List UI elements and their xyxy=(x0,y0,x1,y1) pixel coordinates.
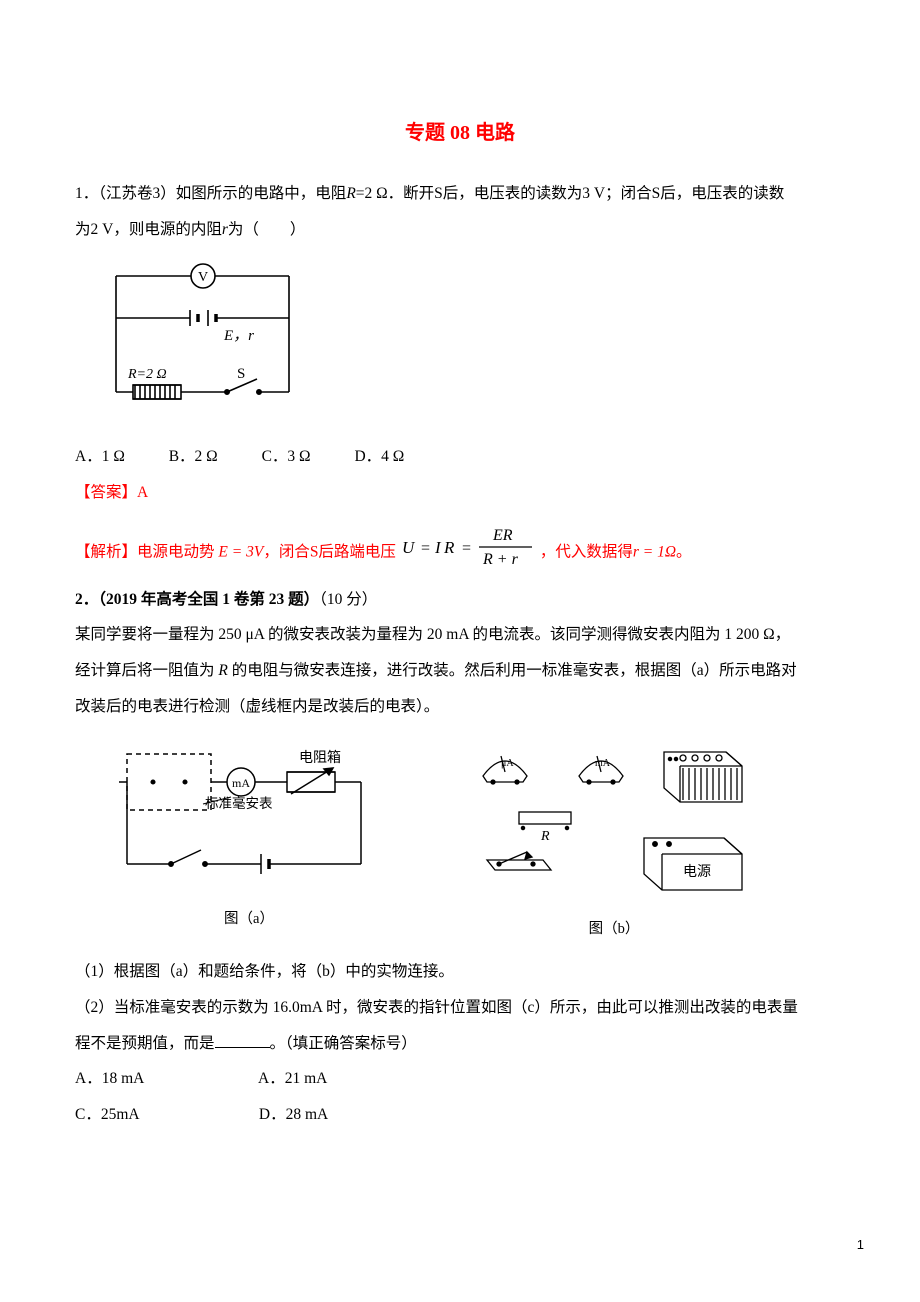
q1-answer: 【答案】A xyxy=(75,475,845,511)
sol-t4: 。 xyxy=(676,544,692,561)
q1-options: A．1 Ω B．2 Ω C．3 Ω D．4 Ω xyxy=(75,439,845,475)
switch-label: S xyxy=(237,366,245,382)
f-U: U xyxy=(402,538,416,557)
sol-E: E = 3V xyxy=(218,544,263,561)
q2-sub2b-line: 程不是预期值，而是 。（填正确答案标号） xyxy=(75,1026,845,1062)
q2-sub2a: （2）当标准毫安表的示数为 16.0mA 时，微安表的指针位置如图（c）所示，由… xyxy=(75,990,845,1026)
page-title: 专题 08 电路 xyxy=(75,110,845,156)
q2-opt-d: D．28 mA xyxy=(259,1106,328,1123)
q1-stem-line1: 1．（江苏卷3）如图所示的电路中，电阻R=2 Ω．断开S后，电压表的读数为3 V… xyxy=(75,176,845,212)
q1-ans-val: A xyxy=(137,484,148,501)
fig-a-mA: mA xyxy=(232,776,250,790)
q2-points: （10 分） xyxy=(319,591,377,608)
q1-ans-label: 【答案】 xyxy=(75,484,137,501)
q2-p2R: R xyxy=(218,662,231,679)
q1-stem-b: 为2 V，则电源的内阻 xyxy=(75,221,222,238)
fig-a-stdmeter-label: 标准毫安表 xyxy=(205,795,273,811)
q2-p2: 经计算后将一阻值为 R 的电阻与微安表连接，进行改装。然后利用一标准毫安表，根据… xyxy=(75,653,845,689)
f-eq1: = xyxy=(421,540,430,557)
q2-opt-b: A．21 mA xyxy=(258,1070,327,1087)
sol-label: 【解析】 xyxy=(75,544,137,561)
sol-t2: ，闭合S后路端电压 xyxy=(263,544,396,561)
blank-underline xyxy=(215,1034,270,1048)
fig-b-mA: mA xyxy=(595,758,611,769)
f-I: I xyxy=(434,538,442,557)
page-number: 1 xyxy=(857,1230,864,1260)
q2-opts-row2: C．25mA D．28 mA xyxy=(75,1097,845,1133)
q1-R-sym: R xyxy=(346,185,355,202)
q1-opt-b: B．2 Ω xyxy=(169,439,218,475)
fig-a-caption: 图（a） xyxy=(119,903,379,936)
q2-source: （2019 年高考全国 1 卷第 23 题） xyxy=(98,591,319,608)
fig-a-resbox-label: 电阻箱 xyxy=(299,750,341,766)
q2-opt-c: C．25mA xyxy=(75,1097,255,1133)
q1-stem-line2: 为2 V，则电源的内阻r为（ ） xyxy=(75,212,845,248)
fig-b-R: R xyxy=(540,829,550,844)
q1-solution: 【解析】电源电动势 E = 3V，闭合S后路端电压 U = I R = ER R… xyxy=(75,524,845,582)
f-num: ER xyxy=(492,527,513,544)
fig-b-uA: μA xyxy=(501,758,514,769)
q2-header: 2．（2019 年高考全国 1 卷第 23 题）（10 分） xyxy=(75,582,845,618)
f-den: R + r xyxy=(482,551,519,568)
sol-t1: 电源电动势 xyxy=(137,544,215,561)
fig-b-power: 电源 xyxy=(683,864,711,880)
q1-source-close: ） xyxy=(160,185,176,202)
f-eq2: = xyxy=(462,540,471,557)
q1-prefix: 1． xyxy=(75,185,98,202)
q1-R-eq: =2 Ω．断开S后，电压表的读数为3 V；闭合S后，电压表的读数 xyxy=(356,185,784,202)
q2-p3: 改装后的电表进行检测（虚线框内是改装后的电表）。 xyxy=(75,689,845,725)
q2-opts-row1: A．18 mA A．21 mA xyxy=(75,1061,845,1097)
q1-opt-a: A．1 Ω xyxy=(75,439,125,475)
voltmeter-label: V xyxy=(198,270,208,285)
q2-sub1: （1）根据图（a）和题给条件，将（b）中的实物连接。 xyxy=(75,954,845,990)
q2-sub2b: 程不是预期值，而是 xyxy=(75,1035,215,1052)
resistor-label: R=2 Ω xyxy=(127,367,167,382)
sol-t3: ，代入数据得 xyxy=(540,544,633,561)
q1-stem-a: 如图所示的电路中，电阻 xyxy=(176,185,347,202)
q1-opt-c: C．3 Ω xyxy=(262,439,311,475)
q2-opt-a: A．18 mA xyxy=(75,1061,255,1097)
q2-prefix: 2． xyxy=(75,591,98,608)
q2-p1: 某同学要将一量程为 250 μA 的微安表改装为量程为 20 mA 的电流表。该… xyxy=(75,617,845,653)
q1-stem-c: 为（ ） xyxy=(228,221,306,238)
sol-r: r = 1Ω xyxy=(633,544,676,561)
battery-label: E，r xyxy=(223,328,254,344)
fig-a: mA 电阻箱 标准毫安表 图（a） xyxy=(119,742,379,936)
q1-source-open: （江苏卷 xyxy=(98,185,152,202)
fig-b-caption: 图（b） xyxy=(469,913,759,946)
q1-circuit-diagram: V E，r R=2 Ω S xyxy=(95,263,845,427)
fig-b: μA mA R 电源 图（b） xyxy=(469,742,759,946)
f-R: R xyxy=(443,538,455,557)
q2-p2b: 的电阻与微安表连接，进行改装。然后利用一标准毫安表，根据图（a）所示电路对 xyxy=(232,662,797,679)
formula-UIR: U = I R = ER R + r xyxy=(400,524,540,582)
q2-figures: mA 电阻箱 标准毫安表 图（a） xyxy=(119,742,845,946)
q2-sub2c: 。（填正确答案标号） xyxy=(270,1035,417,1052)
q1-opt-d: D．4 Ω xyxy=(354,439,404,475)
q2-p2a: 经计算后将一阻值为 xyxy=(75,662,218,679)
